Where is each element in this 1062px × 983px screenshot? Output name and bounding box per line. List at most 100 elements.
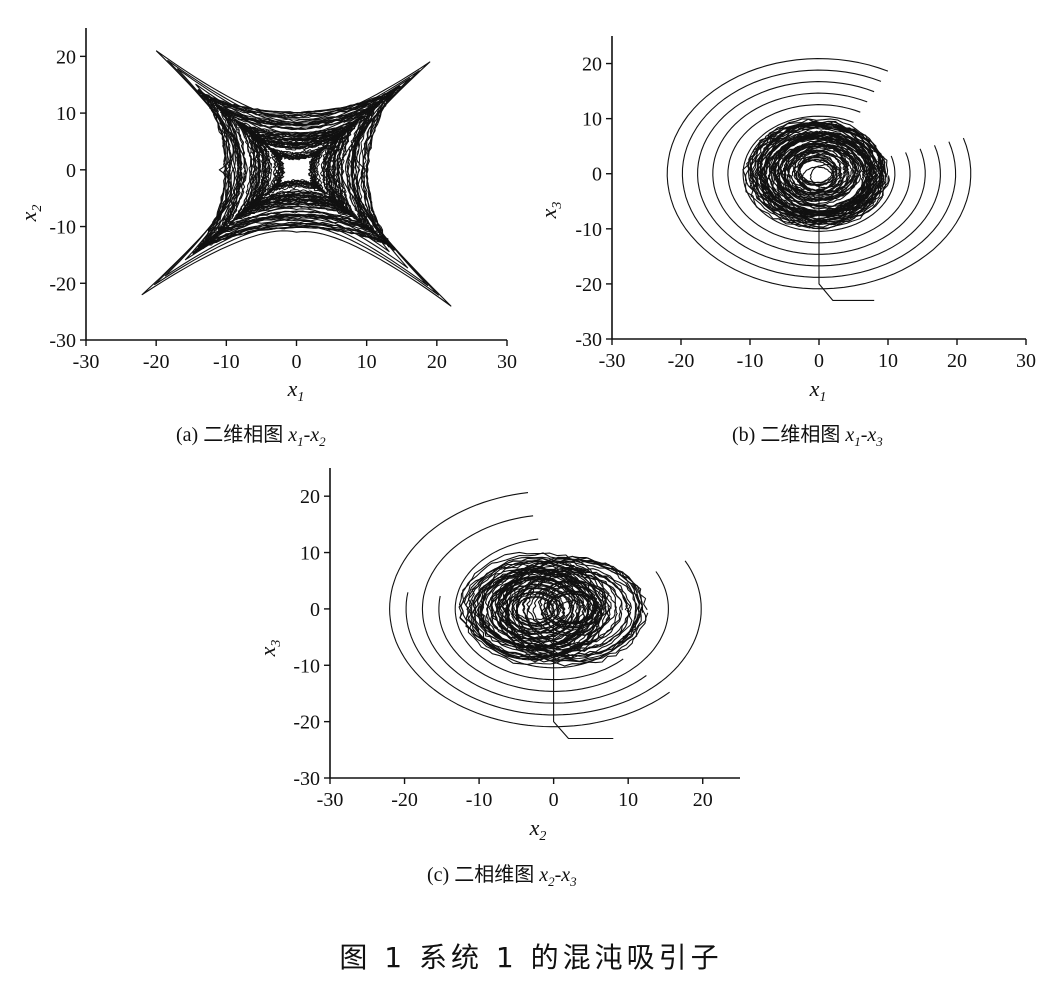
- panel-a-caption: (a) 二维相图 x1-x2: [176, 424, 326, 449]
- y-tick-label: 10: [582, 109, 602, 131]
- x-tick-label: 10: [618, 789, 638, 811]
- y-tick-label: -30: [49, 330, 76, 352]
- y-tick-label: -10: [575, 219, 602, 241]
- attractor-core-trajectory: [539, 581, 606, 628]
- attractor-core-trajectory: [782, 145, 847, 195]
- attractor-core-trajectory: [465, 560, 605, 659]
- panel-a-caption-xvar: x: [288, 424, 298, 446]
- x-axis-label: x1: [809, 376, 827, 405]
- attractor-outer-trajectory: [389, 492, 670, 728]
- attractor-core-trajectory: [809, 164, 842, 189]
- attractor-core-trajectory: [516, 568, 630, 652]
- x-axis-label-sub: 2: [539, 829, 546, 844]
- x-tick-label: 30: [1016, 350, 1036, 372]
- x-axis-label-var: x: [287, 376, 298, 401]
- attractor-core-trajectory: [502, 555, 643, 658]
- attractor-core-trajectory: [799, 157, 834, 184]
- y-tick-label: 20: [582, 54, 602, 76]
- panel-a-caption-prefix: (a) 二维相图: [176, 424, 289, 446]
- x-tick-label: 0: [814, 350, 824, 372]
- attractor-core-trajectory: [494, 575, 576, 635]
- attractor-outer-trajectory: [141, 50, 452, 307]
- x-tick-label: 30: [497, 351, 517, 373]
- attractor-core-trajectory: [221, 108, 373, 232]
- attractor-core-trajectory: [266, 144, 328, 195]
- attractor-core-trajectory: [783, 149, 850, 202]
- x-tick-label: 10: [357, 351, 377, 373]
- attractor-core-trajectory: [758, 125, 890, 226]
- y-tick-label: 10: [300, 543, 320, 565]
- x-axis-label-var: x: [529, 815, 540, 840]
- attractor-core-trajectory: [767, 135, 878, 217]
- attractor-outer-trajectory: [405, 560, 702, 716]
- attractor-core-trajectory: [773, 137, 874, 212]
- y-tick-label: 20: [56, 46, 76, 68]
- x-tick-label: -30: [599, 350, 626, 372]
- panel-c-caption-yvar: x: [561, 864, 571, 886]
- attractor-core-trajectory: [496, 558, 649, 667]
- panel-a-caption-xsub: 1: [297, 434, 304, 449]
- attractor-core-trajectory: [764, 135, 865, 213]
- panel-a-caption-yvar: x: [310, 424, 320, 446]
- x-tick-label: 20: [427, 351, 447, 373]
- panel-b-caption: (b) 二维相图 x1-x3: [732, 424, 883, 449]
- panel-b-caption-prefix: (b) 二维相图: [732, 424, 846, 446]
- attractor-core-trajectory: [515, 568, 630, 651]
- x-tick-label: -10: [466, 789, 493, 811]
- x-tick-label: -20: [143, 351, 170, 373]
- panel-c-caption-prefix: (c) 二相维图: [427, 864, 540, 886]
- attractor-seam-trajectory: [553, 620, 614, 740]
- attractor-seam-trajectory: [818, 184, 875, 301]
- y-axis-label-var: x: [16, 211, 41, 222]
- x-tick-label: -30: [317, 789, 344, 811]
- x-tick-label: 20: [947, 350, 967, 372]
- attractor-core-trajectory: [246, 129, 346, 210]
- attractor-core-trajectory: [248, 131, 345, 209]
- attractor-core-trajectory: [783, 155, 844, 202]
- panel-b-caption-xsub: 1: [854, 434, 861, 449]
- attractor-outer-trajectory: [438, 571, 669, 692]
- attractor-core-trajectory: [521, 572, 623, 645]
- x-tick-label: -20: [668, 350, 695, 372]
- attractor-core-trajectory: [233, 118, 359, 221]
- figure-caption: 图 1 系统 1 的混沌吸引子: [339, 941, 723, 974]
- attractor-core-trajectory: [478, 565, 591, 649]
- y-axis-label-var: x: [536, 208, 561, 219]
- y-tick-label: -30: [575, 329, 602, 351]
- attractor-core-trajectory: [268, 147, 324, 192]
- x-axis-label-sub: 1: [819, 390, 826, 405]
- attractor-core-trajectory: [511, 593, 559, 628]
- attractor-core-trajectory: [505, 561, 640, 659]
- attractor-outer-trajectory: [681, 69, 957, 278]
- y-tick-label: -20: [293, 712, 320, 734]
- attractor-outer-trajectory: [666, 58, 972, 290]
- y-tick-label: 0: [66, 160, 76, 182]
- panel-c-caption-ysub: 3: [570, 874, 577, 889]
- attractor-core-trajectory: [498, 555, 648, 663]
- attractor-outer-trajectory: [697, 81, 941, 267]
- y-tick-label: -10: [49, 217, 76, 239]
- attractor-outer-trajectory: [471, 581, 637, 669]
- attractor-core-trajectory: [214, 102, 379, 237]
- y-tick-label: 20: [300, 486, 320, 508]
- attractor-outer-trajectory: [712, 92, 926, 255]
- y-axis-label-var: x: [255, 646, 280, 657]
- attractor-core-trajectory: [262, 142, 329, 197]
- attractor-core-trajectory: [787, 145, 859, 200]
- panel-c-caption-xsub: 2: [548, 874, 555, 889]
- y-tick-label: -30: [293, 768, 320, 790]
- panel-a-caption-ysub: 2: [319, 434, 326, 449]
- y-tick-label: 10: [56, 103, 76, 125]
- attractor-core-trajectory: [254, 136, 338, 204]
- attractor-core-trajectory: [489, 571, 582, 639]
- panel-c-caption: (c) 二相维图 x2-x3: [427, 864, 577, 889]
- y-axis-label-sub: 2: [30, 205, 45, 212]
- x-axis-label: x2: [529, 815, 547, 844]
- attractor-core-trajectory: [771, 142, 868, 217]
- panel-b-caption-xvar: x: [845, 424, 855, 446]
- x-axis-label: x1: [287, 376, 305, 405]
